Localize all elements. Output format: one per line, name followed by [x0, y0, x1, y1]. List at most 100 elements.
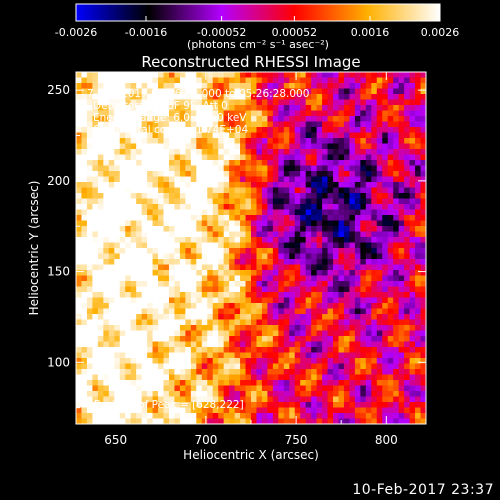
heatmap-cell: [305, 281, 312, 287]
heatmap-cell: [256, 171, 263, 177]
heatmap-cell: [387, 374, 394, 381]
heatmap-cell: [343, 121, 350, 128]
heatmap-cell: [174, 303, 181, 309]
heatmap-cell: [97, 363, 104, 370]
heatmap-cell: [234, 330, 241, 337]
heatmap-cell: [130, 336, 137, 342]
heatmap-cell: [141, 121, 148, 128]
heatmap-cell: [179, 165, 186, 172]
heatmap-cell: [382, 352, 389, 359]
heatmap-cell: [158, 363, 164, 370]
heatmap-cell: [365, 226, 372, 232]
heatmap-cell: [398, 281, 405, 287]
heatmap-cell: [278, 303, 285, 309]
heatmap-cell: [371, 209, 378, 216]
heatmap-cell: [141, 187, 148, 194]
heatmap-cell: [97, 237, 104, 243]
heatmap-cell: [190, 193, 197, 199]
heatmap-cell: [86, 303, 93, 309]
heatmap-cell: [393, 220, 400, 227]
heatmap-cell: [294, 253, 301, 260]
heatmap-cell: [316, 358, 323, 364]
heatmap-cell: [404, 275, 410, 282]
heatmap-cell: [251, 105, 257, 111]
heatmap-cell: [207, 270, 214, 276]
heatmap-cell: [415, 237, 421, 243]
heatmap-cell: [234, 369, 241, 375]
heatmap-cell: [283, 314, 290, 320]
heatmap-cell: [234, 407, 241, 414]
heatmap-cell: [365, 182, 372, 188]
heatmap-cell: [103, 215, 110, 221]
heatmap-cell: [207, 413, 214, 419]
heatmap-cell: [305, 88, 312, 95]
heatmap-cell: [168, 264, 175, 271]
heatmap-cell: [382, 143, 389, 150]
heatmap-cell: [185, 237, 192, 243]
heatmap-cell: [190, 264, 197, 271]
heatmap-cell: [92, 259, 99, 265]
heatmap-cell: [415, 286, 421, 293]
heatmap-cell: [387, 402, 394, 408]
heatmap-cell: [251, 237, 257, 243]
heatmap-cell: [223, 121, 230, 128]
heatmap-cell: [322, 325, 328, 331]
heatmap-cell: [256, 391, 263, 397]
heatmap-cell: [158, 314, 164, 320]
heatmap-cell: [174, 154, 181, 161]
heatmap-cell: [114, 215, 121, 221]
heatmap-cell: [114, 363, 121, 370]
heatmap-cell: [316, 171, 323, 177]
heatmap-cell: [343, 330, 350, 337]
heatmap-cell: [223, 160, 230, 166]
heatmap-cell: [103, 374, 110, 381]
heatmap-cell: [278, 358, 285, 364]
heatmap-cell: [223, 380, 230, 386]
heatmap-cell: [229, 187, 235, 194]
heatmap-cell: [125, 341, 132, 348]
heatmap-cell: [272, 105, 279, 111]
heatmap-cell: [283, 182, 290, 188]
heatmap-cell: [201, 352, 208, 359]
heatmap-cell: [338, 72, 345, 78]
heatmap-cell: [256, 281, 263, 287]
heatmap-cell: [119, 237, 126, 243]
heatmap-cell: [322, 248, 328, 254]
heatmap-cell: [152, 264, 159, 271]
heatmap-cell: [300, 116, 307, 122]
heatmap-cell: [278, 325, 285, 331]
heatmap-cell: [152, 105, 159, 111]
heatmap-cell: [229, 314, 235, 320]
heatmap-cell: [76, 138, 82, 144]
heatmap-cell: [371, 154, 378, 161]
heatmap-cell: [278, 209, 285, 216]
heatmap-cell: [387, 204, 394, 210]
heatmap-cell: [404, 138, 410, 144]
heatmap-cell: [354, 226, 361, 232]
heatmap-cell: [119, 138, 126, 144]
heatmap-cell: [218, 105, 225, 111]
heatmap-cell: [360, 242, 367, 249]
heatmap-cell: [311, 391, 318, 397]
heatmap-cell: [338, 319, 345, 326]
heatmap-cell: [333, 330, 339, 337]
heatmap-cell: [349, 127, 356, 133]
heatmap-cell: [251, 215, 257, 221]
heatmap-cell: [185, 325, 192, 331]
heatmap-cell: [223, 347, 230, 353]
heatmap-cell: [168, 396, 175, 403]
heatmap-cell: [311, 176, 318, 183]
heatmap-cell: [420, 215, 426, 221]
heatmap-cell: [311, 402, 318, 408]
heatmap-cell: [376, 242, 383, 249]
heatmap-cell: [136, 182, 143, 188]
heatmap-cell: [349, 242, 356, 249]
heatmap-cell: [163, 325, 170, 331]
heatmap-cell: [245, 330, 252, 337]
heatmap-cell: [130, 413, 137, 419]
heatmap-cell: [261, 297, 268, 304]
heatmap-cell: [305, 143, 312, 150]
heatmap-cell: [196, 165, 203, 172]
heatmap-cell: [316, 154, 323, 161]
heatmap-cell: [86, 325, 93, 331]
